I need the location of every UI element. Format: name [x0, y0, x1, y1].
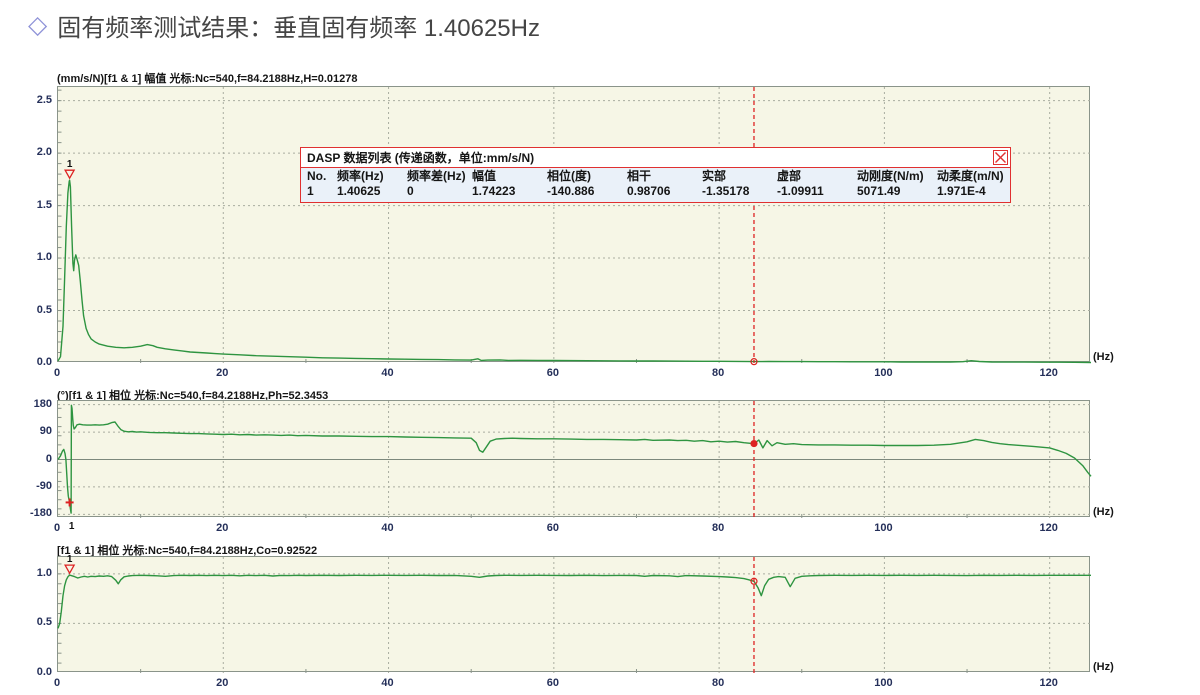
- dasp-table-header-row: No. 频率(Hz) 频率差(Hz) 幅值 相位(度) 相干 实部 虚部 动刚度(N/m) 动柔度…: [307, 169, 1010, 184]
- dasp-header-cell: 频率差(Hz): [407, 169, 466, 183]
- dasp-header-cell: 虚部: [777, 169, 802, 183]
- phase-plot[interactable]: 1: [57, 400, 1092, 532]
- chart-title-phase: (°)[f1 & 1] 相位 光标:Nc=540,f=84.2188Hz,Ph=…: [57, 390, 329, 402]
- dasp-header-cell: 相干: [627, 169, 652, 183]
- dasp-value-cell: 1.74223: [472, 184, 516, 198]
- y-tick-label: 1.5: [36, 198, 52, 211]
- dasp-value-cell: 5071.49: [857, 184, 901, 198]
- y-tick-label: 0: [45, 452, 52, 465]
- x-tick-label: 120: [1039, 677, 1058, 689]
- dasp-table-title: DASP 数据列表 (传递函数，单位:mm/s/N): [307, 151, 535, 165]
- x-tick-label: 80: [711, 677, 725, 689]
- y-tick-label: 1.0: [36, 566, 52, 579]
- y-tick-label: 90: [39, 425, 52, 438]
- chart-title-amplitude: (mm/s/N)[f1 & 1] 幅值 光标:Nc=540,f=84.2188H…: [57, 73, 358, 85]
- x-tick-label: 80: [711, 522, 725, 534]
- dasp-header-cell: 动刚度(N/m): [857, 169, 924, 183]
- x-tick-label: 0: [53, 677, 61, 689]
- x-tick-label: 60: [546, 677, 559, 689]
- dasp-table-value-row[interactable]: 1 1.40625 0 1.74223 -140.886 0.98706 -1.35178 -…: [307, 184, 1010, 199]
- dasp-value-cell: -140.886: [547, 184, 595, 198]
- svg-text:1: 1: [67, 554, 73, 565]
- y-tick-label: -90: [36, 479, 52, 492]
- x-tick-label: 60: [546, 522, 559, 534]
- dasp-header-cell: 动柔度(m/N): [937, 169, 1004, 183]
- dasp-value-cell: 0.98706: [627, 184, 671, 198]
- x-tick-label: 120: [1039, 367, 1058, 379]
- dasp-table-titlebar[interactable]: DASP 数据列表 (传递函数，单位:mm/s/N): [301, 148, 1010, 168]
- coherence-plot[interactable]: 1: [57, 554, 1091, 673]
- x-tick-label: 20: [216, 677, 229, 689]
- x-unit-label: (Hz): [1093, 661, 1114, 673]
- close-icon[interactable]: [993, 150, 1008, 165]
- x-tick-label: 120: [1039, 522, 1058, 534]
- dasp-header-cell: 幅值: [472, 169, 497, 183]
- x-tick-label: 80: [711, 367, 725, 379]
- page-heading: ◇ 固有频率测试结果：垂直固有频率 1.40625Hz: [28, 8, 540, 43]
- x-tick-label: 40: [381, 677, 394, 689]
- dasp-value-cell: -1.35178: [702, 184, 750, 198]
- dasp-value-cell: 0: [407, 184, 414, 198]
- svg-text:1: 1: [69, 521, 75, 532]
- dasp-header-cell: 频率(Hz): [337, 169, 384, 183]
- x-tick-label: 0: [53, 522, 61, 534]
- y-tick-label: 1.0: [36, 251, 52, 264]
- dasp-value-cell: 1.971E-4: [937, 184, 986, 198]
- svg-text:1: 1: [67, 159, 73, 170]
- diamond-icon: ◇: [28, 11, 48, 39]
- dasp-header-cell: 相位(度): [547, 169, 591, 183]
- y-tick-label: -180: [29, 507, 52, 520]
- page-title: 固有频率测试结果：垂直固有频率 1.40625Hz: [57, 15, 540, 42]
- x-tick-label: 40: [381, 367, 394, 379]
- y-tick-label: 0.0: [36, 666, 52, 678]
- x-tick-label: 100: [874, 522, 893, 534]
- y-tick-label: 2.0: [36, 146, 52, 159]
- dasp-header-cell: 实部: [702, 169, 727, 183]
- x-tick-label: 40: [381, 522, 394, 534]
- amplitude-plot[interactable]: 1: [57, 86, 1092, 366]
- y-tick-label: 180: [33, 397, 52, 410]
- x-tick-label: 20: [216, 522, 229, 534]
- y-tick-label: 0.5: [36, 303, 52, 316]
- x-unit-label: (Hz): [1093, 351, 1114, 363]
- dasp-table-body: No. 频率(Hz) 频率差(Hz) 幅值 相位(度) 相干 实部 虚部 动刚度(N/m) 动柔度…: [301, 168, 1010, 202]
- x-tick-label: 0: [53, 367, 61, 379]
- y-tick-label: 0.0: [36, 356, 52, 368]
- x-unit-label: (Hz): [1093, 506, 1114, 518]
- dasp-value-cell: 1.40625: [337, 184, 381, 198]
- x-tick-label: 60: [546, 367, 559, 379]
- y-tick-label: 2.5: [36, 93, 52, 106]
- y-tick-label: 0.5: [36, 616, 52, 629]
- chart-title-coherence: [f1 & 1] 相位 光标:Nc=540,f=84.2188Hz,Co=0.9…: [57, 545, 318, 557]
- x-tick-label: 100: [874, 367, 893, 379]
- dasp-header-cell: No.: [307, 169, 327, 183]
- x-tick-label: 20: [216, 367, 229, 379]
- dasp-value-cell: -1.09911: [777, 184, 824, 198]
- dasp-data-table: DASP 数据列表 (传递函数，单位:mm/s/N) No. 频率(Hz) 频率差(…: [300, 147, 1011, 203]
- x-tick-label: 100: [874, 677, 893, 689]
- dasp-value-cell: 1: [307, 184, 314, 198]
